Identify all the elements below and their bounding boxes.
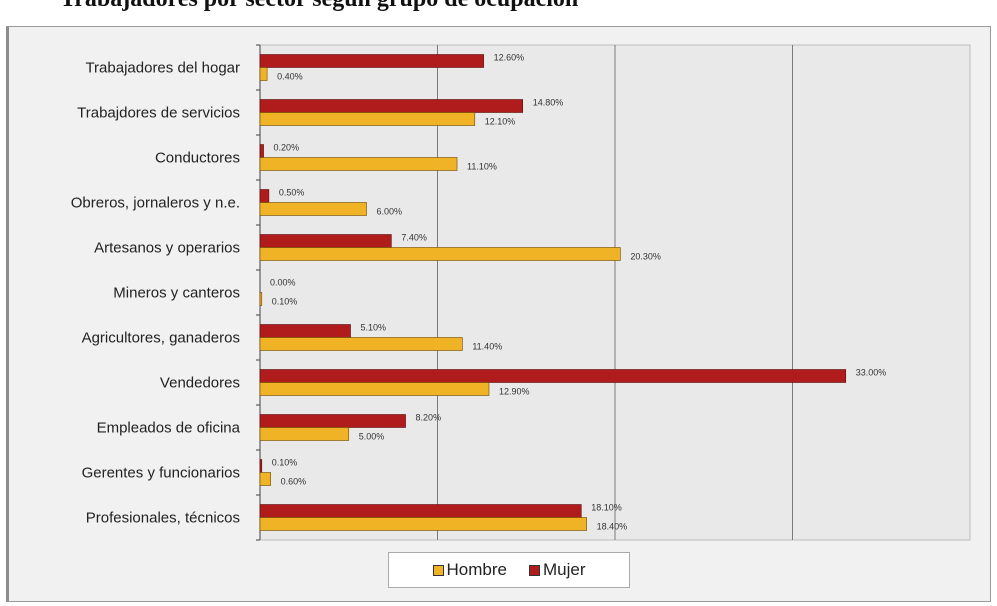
data-label-mujer: 0.00%	[270, 278, 296, 288]
data-label-mujer: 0.20%	[274, 143, 300, 153]
bar-mujer	[259, 504, 582, 518]
legend-label-mujer: Mujer	[542, 560, 586, 579]
bar-hombre	[259, 337, 463, 351]
bar-mujer	[259, 414, 406, 428]
bar-hombre	[259, 112, 476, 126]
legend-swatch-hombre	[432, 564, 444, 576]
bar-mujer	[259, 459, 263, 473]
data-label-mujer: 18.10%	[591, 503, 622, 513]
legend-item-hombre: Hombre	[432, 560, 507, 580]
category-label: Trabajdores de servicios	[77, 105, 240, 122]
data-label-hombre: 12.10%	[485, 117, 516, 127]
category-label: Trabajadores del hogar	[85, 60, 240, 77]
category-label: Conductores	[155, 150, 240, 167]
bar-hombre	[259, 247, 621, 261]
bar-mujer	[259, 369, 847, 383]
bar-hombre	[259, 472, 271, 486]
data-label-hombre: 20.30%	[630, 252, 661, 262]
data-label-mujer: 5.10%	[361, 323, 387, 333]
data-label-mujer: 8.20%	[416, 413, 442, 423]
category-label: Obreros, jornaleros y n.e.	[71, 195, 240, 212]
bar-hombre	[259, 67, 268, 81]
chart-legend: Hombre Mujer	[388, 552, 630, 588]
data-label-mujer: 14.80%	[533, 98, 564, 108]
category-label: Empleados de oficina	[97, 420, 241, 437]
legend-item-mujer: Mujer	[528, 560, 586, 580]
bar-hombre	[259, 202, 367, 216]
data-label-hombre: 11.10%	[467, 162, 497, 172]
data-label-mujer: 33.00%	[856, 368, 887, 378]
data-label-mujer: 0.10%	[272, 458, 298, 468]
legend-label-hombre: Hombre	[446, 560, 507, 579]
data-label-hombre: 0.60%	[281, 477, 307, 487]
data-label-hombre: 0.10%	[272, 297, 298, 307]
bar-mujer	[259, 324, 351, 338]
data-label-hombre: 5.00%	[359, 432, 385, 442]
category-label: Agricultores, ganaderos	[82, 330, 240, 347]
bar-mujer	[259, 99, 524, 113]
bar-hombre	[259, 292, 263, 306]
bar-hombre	[259, 157, 458, 171]
category-label: Vendedores	[160, 375, 240, 392]
category-label: Mineros y canteros	[113, 285, 240, 302]
category-label: Gerentes y funcionarios	[82, 465, 240, 482]
data-label-hombre: 6.00%	[377, 207, 403, 217]
bar-mujer	[259, 144, 264, 158]
bar-mujer	[259, 189, 270, 203]
bar-hombre	[259, 427, 350, 441]
legend-swatch-mujer	[528, 564, 540, 576]
data-label-hombre: 0.40%	[277, 72, 303, 82]
bar-mujer	[259, 54, 484, 68]
bar-mujer	[259, 234, 392, 248]
bar-hombre	[259, 517, 587, 531]
category-label: Artesanos y operarios	[94, 240, 240, 257]
data-label-mujer: 7.40%	[401, 233, 427, 243]
data-label-mujer: 0.50%	[279, 188, 305, 198]
data-label-hombre: 18.40%	[597, 522, 628, 532]
bar-hombre	[259, 382, 490, 396]
data-label-mujer: 12.60%	[494, 53, 525, 63]
category-label: Profesionales, técnicos	[86, 510, 240, 527]
data-label-hombre: 12.90%	[499, 387, 530, 397]
data-label-hombre: 11.40%	[472, 342, 502, 352]
page-title: Trabajadores por sector según grupo de o…	[60, 0, 578, 13]
